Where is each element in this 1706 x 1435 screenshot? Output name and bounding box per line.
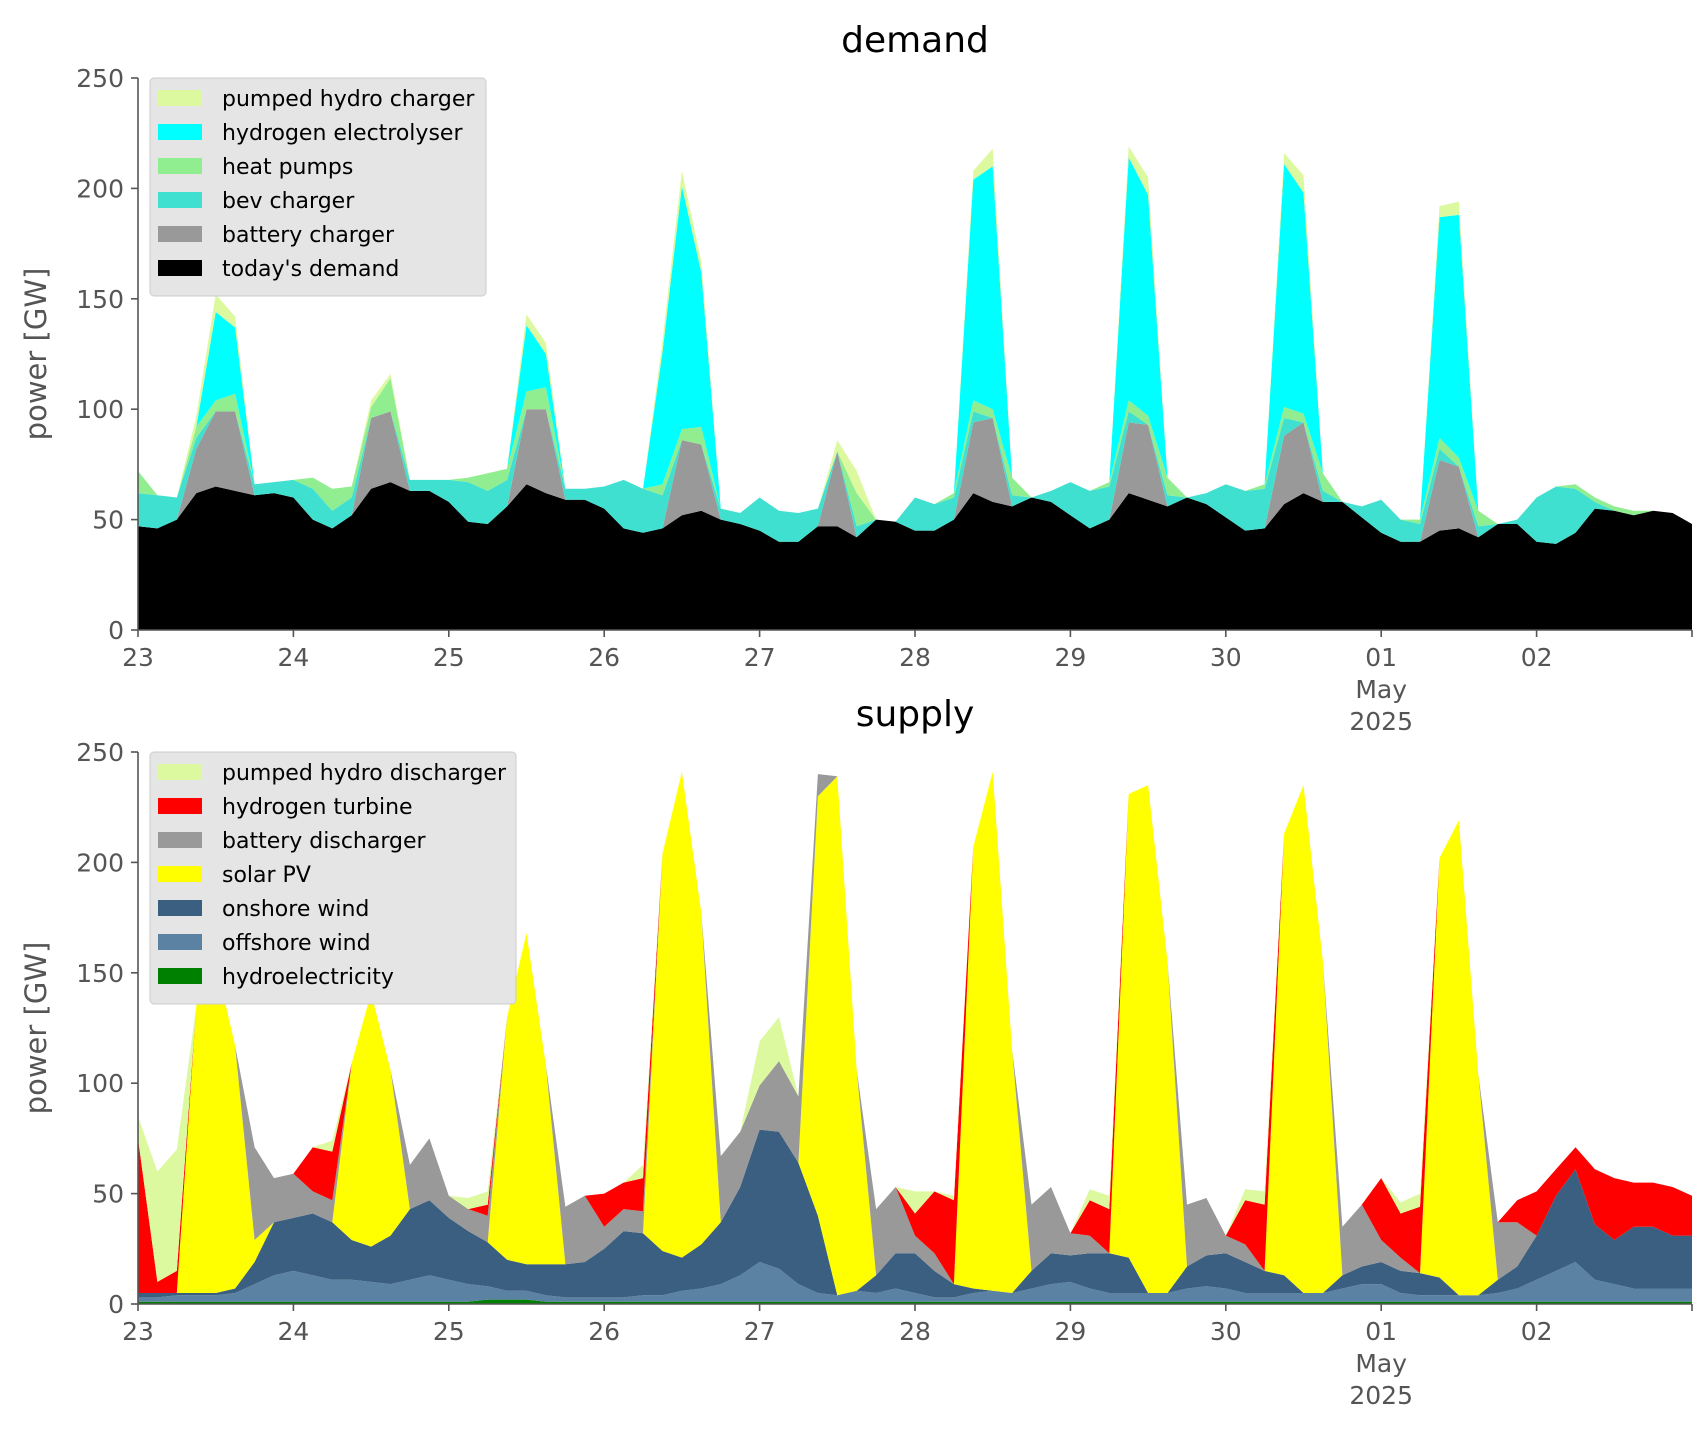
chart-title: demand xyxy=(841,20,989,61)
y-tick-label: 100 xyxy=(76,395,124,424)
x-tick-label: 27 xyxy=(744,1317,776,1346)
legend-label: offshore wind xyxy=(222,931,371,956)
y-axis-label: power [GW] xyxy=(19,268,53,441)
legend-label: pumped hydro discharger xyxy=(222,761,507,786)
y-tick-label: 200 xyxy=(76,848,124,877)
x-tick-label: 02 xyxy=(1521,1317,1553,1346)
x-tick-label: 24 xyxy=(277,643,309,672)
x-tick-label: 24 xyxy=(277,1317,309,1346)
x-tick-label: 02 xyxy=(1521,643,1553,672)
area-heat-pumps xyxy=(138,378,1692,527)
legend-swatch xyxy=(158,900,202,916)
series-areas xyxy=(138,771,1692,1304)
x-tick-label: 25 xyxy=(433,1317,465,1346)
x-tick-label: 30 xyxy=(1210,1317,1242,1346)
x-tick-label: 29 xyxy=(1054,643,1086,672)
y-tick-label: 150 xyxy=(76,285,124,314)
legend-item-onshore-wind: onshore wind xyxy=(158,897,369,922)
legend-item-heat-pumps: heat pumps xyxy=(158,155,353,180)
legend-box xyxy=(149,751,517,1005)
legend-swatch xyxy=(158,866,202,882)
area-bev-charger xyxy=(138,409,1692,544)
legend-label: today's demand xyxy=(222,257,399,282)
y-tick-label: 150 xyxy=(76,959,124,988)
legend-swatch xyxy=(158,260,202,276)
series-areas xyxy=(138,146,1692,630)
legend-swatch xyxy=(158,90,202,106)
legend-swatch xyxy=(158,124,202,140)
y-axis: 0 50 100 150 200 250 power [GW] xyxy=(19,64,139,645)
y-axis-label: power [GW] xyxy=(19,942,53,1115)
legend-swatch xyxy=(158,798,202,814)
area-battery-charger xyxy=(138,409,1692,544)
area-today-s-demand xyxy=(138,482,1692,630)
legend-item-hydrogen-turbine: hydrogen turbine xyxy=(158,795,413,820)
legend-item-pumped-hydro-discharger: pumped hydro discharger xyxy=(158,761,507,786)
legend-item-solar-pv: solar PV xyxy=(158,863,311,888)
legend-label: battery charger xyxy=(222,223,395,248)
x-tick-label: 23 xyxy=(122,643,154,672)
area-solar-pv xyxy=(138,771,1692,1296)
legend-label: solar PV xyxy=(222,863,311,888)
legend-item-hydroelectricity: hydroelectricity xyxy=(158,965,394,990)
legend-swatch xyxy=(158,968,202,984)
legend-item-pumped-hydro-charger: pumped hydro charger xyxy=(158,87,475,112)
y-axis: 0 50 100 150 200 250 power [GW] xyxy=(19,738,139,1319)
legend-label: battery discharger xyxy=(222,829,427,854)
legend: pumped hydro discharger hydrogen turbine b… xyxy=(149,751,517,1005)
area-offshore-wind xyxy=(138,1262,1692,1302)
x-tick-label: 28 xyxy=(899,1317,931,1346)
x-tick-label: 23 xyxy=(122,1317,154,1346)
legend-swatch xyxy=(158,832,202,848)
legend-item-bev-charger: bev charger xyxy=(158,189,355,214)
x-tick-label: 26 xyxy=(588,1317,620,1346)
area-hydrogen-electrolyser xyxy=(138,157,1692,524)
legend-item-hydrogen-electrolyser: hydrogen electrolyser xyxy=(158,121,463,146)
legend-swatch xyxy=(158,192,202,208)
legend-label: heat pumps xyxy=(222,155,353,180)
y-tick-label: 200 xyxy=(76,174,124,203)
legend-swatch xyxy=(158,764,202,780)
x-tick-label: 28 xyxy=(899,643,931,672)
legend-swatch xyxy=(158,226,202,242)
x-tick-label: 30 xyxy=(1210,643,1242,672)
x-tick-label: 29 xyxy=(1054,1317,1086,1346)
legend: pumped hydro charger hydrogen electrolyse… xyxy=(149,77,487,297)
y-tick-label: 0 xyxy=(108,1290,124,1319)
x-tick-label: 01 May 2025 xyxy=(1349,1317,1413,1410)
chart-title: supply xyxy=(856,694,975,735)
x-axis: 23 24 25 26 27 28 29 30 01 May 2025 02 xyxy=(122,1303,1693,1410)
y-tick-label: 0 xyxy=(108,616,124,645)
legend-swatch xyxy=(158,158,202,174)
legend-item-battery-discharger: battery discharger xyxy=(158,829,427,854)
legend-label: onshore wind xyxy=(222,897,369,922)
legend-label: pumped hydro charger xyxy=(222,87,475,112)
y-tick-label: 100 xyxy=(76,1069,124,1098)
legend-item-today-s-demand: today's demand xyxy=(158,257,399,282)
legend-item-offshore-wind: offshore wind xyxy=(158,931,371,956)
y-tick-label: 250 xyxy=(76,64,124,93)
legend-box xyxy=(149,77,487,297)
legend-label: hydrogen turbine xyxy=(222,795,413,820)
y-tick-label: 50 xyxy=(92,1180,124,1209)
y-tick-label: 50 xyxy=(92,506,124,535)
legend-label: bev charger xyxy=(222,189,355,214)
legend-label: hydroelectricity xyxy=(222,965,394,990)
y-tick-label: 250 xyxy=(76,738,124,767)
legend-label: hydrogen electrolyser xyxy=(222,121,463,146)
x-tick-label: 27 xyxy=(744,643,776,672)
x-tick-label: 26 xyxy=(588,643,620,672)
x-tick-label: 01 May 2025 xyxy=(1349,643,1413,736)
area-onshore-wind xyxy=(138,1129,1692,1298)
legend-item-battery-charger: battery charger xyxy=(158,223,395,248)
x-tick-label: 25 xyxy=(433,643,465,672)
legend-swatch xyxy=(158,934,202,950)
x-axis: 23 24 25 26 27 28 29 30 01 May 2025 02 xyxy=(122,629,1693,736)
